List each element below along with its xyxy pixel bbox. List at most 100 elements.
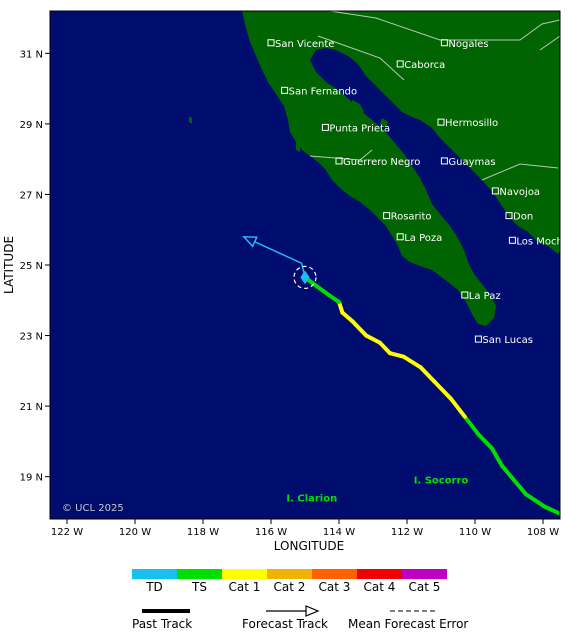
latitude-ticks: 31 N 29 N 27 N 25 N 23 N 21 N 19 N xyxy=(20,49,50,484)
island-tiburon xyxy=(352,100,364,114)
mainland xyxy=(242,11,560,326)
borders xyxy=(242,11,560,181)
city-label: Don xyxy=(513,212,533,223)
city-label: San Lucas xyxy=(482,335,533,346)
past-track-segment xyxy=(309,280,331,297)
past-track-segment xyxy=(476,432,494,451)
city-square-icon xyxy=(491,187,499,195)
city-label: San Fernando xyxy=(289,86,358,97)
category-label: Cat 2 xyxy=(274,580,306,594)
city-label: Nogales xyxy=(448,39,488,50)
island-gulf xyxy=(380,118,388,128)
state-border-2 xyxy=(309,149,373,161)
city-label: Punta Prieta xyxy=(329,123,390,134)
lon-tick-label: 110 W xyxy=(459,527,491,538)
city-square-icon xyxy=(440,39,448,47)
storm-position-icon xyxy=(300,270,310,285)
lon-tick-label: 112 W xyxy=(391,527,423,538)
city-marker: Don xyxy=(505,212,533,223)
island-lapaz xyxy=(460,276,468,286)
island-label: I. Socorro xyxy=(414,476,469,487)
state-border-4 xyxy=(539,35,560,51)
lat-tick-label: 31 N xyxy=(20,49,43,60)
category-swatch xyxy=(357,569,402,579)
city-square-icon xyxy=(335,157,343,165)
lon-tick-label: 114 W xyxy=(323,527,355,538)
city-square-icon xyxy=(383,212,391,220)
city-label: La Poza xyxy=(404,233,442,244)
lat-tick-label: 27 N xyxy=(20,190,43,201)
category-swatch xyxy=(222,569,267,579)
past-track-segment xyxy=(340,310,355,324)
lat-tick-label: 29 N xyxy=(20,120,43,131)
city-label: Los Mochis xyxy=(516,236,570,247)
past-track-segment xyxy=(542,504,560,516)
past-track-segment xyxy=(432,379,454,402)
lon-tick-label: 116 W xyxy=(255,527,287,538)
category-label: Cat 3 xyxy=(319,580,351,594)
city-label: Guaymas xyxy=(448,157,495,168)
city-marker: San Lucas xyxy=(474,335,533,346)
category-label: TD xyxy=(145,580,163,594)
city-label: Hermosillo xyxy=(445,118,498,129)
category-swatch xyxy=(402,569,447,579)
island-guadalupe xyxy=(189,116,192,124)
city-square-icon xyxy=(321,123,329,131)
city-square-icon xyxy=(396,60,404,68)
category-label: TS xyxy=(191,580,207,594)
past-track-segment xyxy=(377,340,392,356)
past-track-segment xyxy=(462,414,481,437)
land-group xyxy=(189,11,560,326)
category-swatch xyxy=(177,569,222,579)
forecast-arrow-icon xyxy=(242,235,258,248)
past-track-label: Past Track xyxy=(132,617,192,631)
copyright-text: © UCL 2025 xyxy=(62,503,124,514)
category-legend: TD TS Cat 1 Cat 2 Cat 3 Cat 4 Cat 5 xyxy=(132,569,447,594)
forecast-track-label: Forecast Track xyxy=(242,617,328,631)
city-marker: Nogales xyxy=(440,39,489,50)
city-marker: Navojoa xyxy=(491,187,540,198)
past-track-segment xyxy=(500,464,528,497)
category-label: Cat 4 xyxy=(364,580,396,594)
past-track-segment xyxy=(490,446,505,469)
city-square-icon xyxy=(437,118,445,126)
city-square-icon xyxy=(508,236,516,244)
category-label: Cat 1 xyxy=(229,580,261,594)
longitude-ticks: 122 W 120 W 118 W 116 W 114 W 112 W 110 W 108 W xyxy=(51,519,559,538)
cone-label: Mean Forecast Error xyxy=(348,617,468,631)
lon-tick-label: 122 W xyxy=(51,527,83,538)
city-marker: La Poza xyxy=(396,233,442,244)
city-marker: Caborca xyxy=(396,60,445,71)
us-mexico-border xyxy=(242,11,560,41)
past-track-segment xyxy=(401,354,423,370)
city-label: Caborca xyxy=(404,60,445,71)
city-marker: Guaymas xyxy=(440,157,496,168)
city-square-icon xyxy=(267,39,275,47)
city-marker: La Paz xyxy=(461,291,501,302)
city-square-icon xyxy=(396,233,404,241)
category-swatch xyxy=(312,569,357,579)
category-swatch xyxy=(132,569,177,579)
state-border-1 xyxy=(317,35,405,81)
city-label: Rosarito xyxy=(391,212,432,223)
category-swatch xyxy=(267,569,312,579)
city-marker: Guerrero Negro xyxy=(335,157,420,168)
city-square-icon xyxy=(474,335,482,343)
category-label: Cat 5 xyxy=(409,580,441,594)
city-marker: Los Mochis xyxy=(508,236,570,247)
city-marker: San Fernando xyxy=(281,86,358,97)
past-track-segment xyxy=(388,351,406,359)
city-marker: Punta Prieta xyxy=(321,123,390,134)
lat-tick-label: 25 N xyxy=(20,261,43,272)
mean-forecast-error-circle xyxy=(293,265,317,289)
island-cedros xyxy=(296,142,300,152)
y-axis-title: LATITUDE xyxy=(2,236,16,294)
past-track-segment xyxy=(326,292,341,305)
city-square-icon xyxy=(505,212,513,220)
city-marker: Rosarito xyxy=(383,212,432,223)
lon-tick-label: 120 W xyxy=(119,527,151,538)
city-label: Guerrero Negro xyxy=(343,157,420,168)
city-square-icon xyxy=(440,157,448,165)
